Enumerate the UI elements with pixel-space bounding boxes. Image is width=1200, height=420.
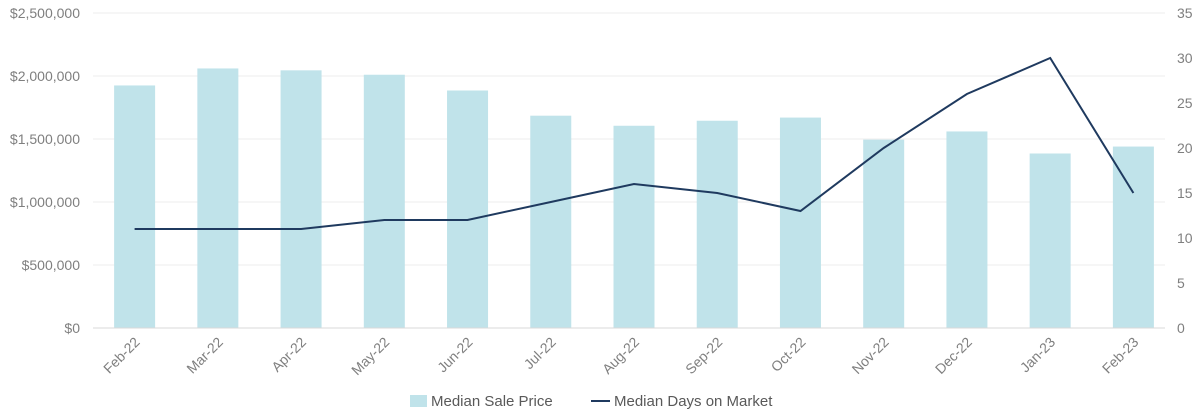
x-tick-label-jul-22: Jul-22	[521, 334, 559, 372]
legend-label-median-days-on-market: Median Days on Market	[614, 393, 773, 410]
left-tick-label: $500,000	[22, 257, 81, 273]
bar-jun-22	[447, 90, 489, 329]
bar-feb-23	[1112, 146, 1154, 328]
bar-sep-22	[696, 120, 738, 328]
bar-aug-22	[613, 125, 655, 329]
right-tick-label: 15	[1177, 185, 1193, 201]
bar-dec-22	[946, 131, 988, 328]
x-axis-tick-labels: Feb-22 Mar-22 Apr-22 May-22 Jun-22 Jul-22 Aug-…	[100, 334, 1142, 378]
x-tick-label-apr-22: Apr-22	[268, 334, 309, 375]
left-tick-label: $1,500,000	[10, 131, 80, 147]
bar-apr-22	[280, 70, 322, 328]
right-tick-label: 10	[1177, 230, 1193, 246]
left-tick-label: $2,500,000	[10, 5, 80, 21]
right-tick-label: 35	[1177, 5, 1193, 21]
right-tick-label: 30	[1177, 50, 1193, 66]
bar-feb-22	[114, 85, 156, 328]
x-tick-label-dec-22: Dec-22	[932, 334, 975, 377]
left-tick-label: $1,000,000	[10, 194, 80, 210]
left-axis-tick-labels: $0 $500,000 $1,000,000 $1,500,000 $2,000,000…	[10, 5, 80, 336]
left-tick-label: $0	[64, 320, 80, 336]
legend-swatch-median-sale-price	[410, 395, 427, 407]
bar-mar-22	[197, 68, 239, 328]
bar-oct-22	[779, 117, 821, 328]
x-tick-label-sep-22: Sep-22	[682, 334, 725, 377]
x-tick-label-nov-22: Nov-22	[849, 334, 892, 377]
bar-nov-22	[863, 139, 905, 328]
left-tick-label: $2,000,000	[10, 68, 80, 84]
x-tick-label-may-22: May-22	[348, 334, 392, 378]
x-tick-label-jun-22: Jun-22	[434, 334, 476, 376]
x-tick-label-oct-22: Oct-22	[768, 334, 809, 375]
right-tick-label: 25	[1177, 95, 1193, 111]
x-tick-label-feb-22: Feb-22	[100, 334, 143, 377]
bar-series-median-sale-price	[114, 68, 1154, 329]
x-tick-label-mar-22: Mar-22	[183, 334, 226, 377]
x-tick-label-aug-22: Aug-22	[599, 334, 642, 377]
legend: Median Sale Price Median Days on Market	[410, 393, 773, 410]
right-tick-label: 0	[1177, 320, 1185, 336]
bar-jul-22	[530, 115, 572, 328]
right-tick-label: 20	[1177, 140, 1193, 156]
x-tick-label-feb-23: Feb-23	[1099, 334, 1142, 377]
bar-may-22	[363, 74, 405, 329]
legend-label-median-sale-price: Median Sale Price	[431, 393, 553, 410]
right-axis-tick-labels: 0 5 10 15 20 25 30 35	[1177, 5, 1193, 336]
right-tick-label: 5	[1177, 275, 1185, 291]
x-tick-label-jan-23: Jan-23	[1017, 334, 1059, 376]
bar-jan-23	[1029, 153, 1071, 328]
